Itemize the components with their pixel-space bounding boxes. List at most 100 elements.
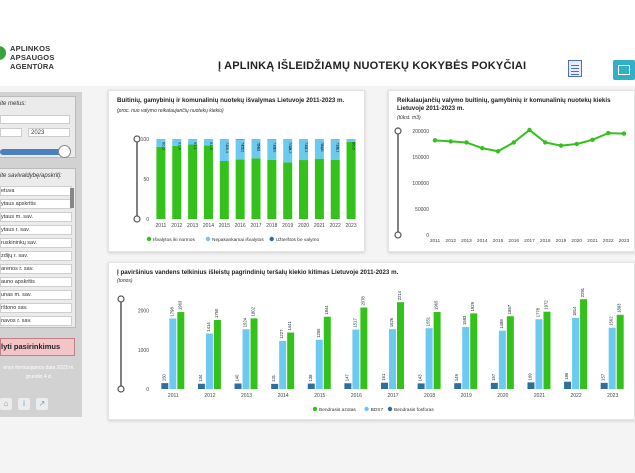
chart1-ytick-label: 100 <box>141 137 150 143</box>
chart1-data-label: 24,1 <box>257 144 262 153</box>
chart3-bar <box>498 330 506 389</box>
chart2-data-point <box>558 143 564 148</box>
region-list-scrollbar[interactable] <box>70 188 74 208</box>
chart2-data-point <box>480 145 485 151</box>
chart1-range-slider-bottom-handle <box>133 215 141 223</box>
chart1-bar-segment <box>188 144 198 219</box>
chart3-bar <box>580 299 588 389</box>
reset-selection-button[interactable]: lyti pasirinkimus <box>0 338 75 356</box>
year-from-input[interactable] <box>0 128 22 137</box>
logo-line-1: APLINKOS <box>10 44 51 53</box>
year-filter-box: ite metus: 2023 <box>0 96 76 158</box>
chart2-series-line <box>434 128 625 153</box>
chart2-title: Reikalaujančių valymo buitinių, gamybini… <box>397 97 611 112</box>
chart3-bar <box>344 383 352 389</box>
chart3-bar <box>323 316 331 389</box>
region-item[interactable]: navos r. sav. <box>0 316 72 326</box>
chart1-bar-segment <box>156 146 166 219</box>
chart3-bar <box>433 311 441 389</box>
region-item[interactable]: ruskininkų sav. <box>0 238 72 248</box>
year-slider-track[interactable] <box>0 149 66 155</box>
share-icon[interactable]: ↗ <box>36 398 48 410</box>
chart1-title: Buitinių, gamybinių ir komunalinių nuote… <box>117 97 345 104</box>
chart3-xtick-label: 2021 <box>534 393 545 399</box>
chart1-data-label: 26,3 <box>304 145 309 154</box>
chart1-bar-segment <box>172 145 182 219</box>
chart3-bar <box>572 317 580 389</box>
logo-mark-icon <box>0 46 6 60</box>
chart1-bar-segment <box>330 139 340 160</box>
chart3-bar <box>271 383 279 389</box>
chart2-ytick-label: 150000 <box>412 155 429 161</box>
chart3-data-label: 186 <box>564 372 569 380</box>
region-item[interactable]: ytaus apskritis <box>0 199 72 209</box>
chart1-bar-segment <box>299 160 309 219</box>
region-item[interactable]: arenos r. sav. <box>0 264 72 274</box>
chart3-data-label: 1778 <box>535 307 540 317</box>
chart1-xtick-label: 2012 <box>171 223 182 229</box>
chart2-xtick-label: 2011 <box>430 238 441 244</box>
chart3-data-label: 2078 <box>360 296 365 306</box>
chart3-data-label: 1857 <box>507 304 512 314</box>
year-to-input[interactable]: 2023 <box>28 128 70 137</box>
chart2-range-slider-bottom-handle <box>394 231 402 239</box>
fullscreen-icon[interactable] <box>613 60 635 80</box>
chart3-bar <box>177 312 185 389</box>
chart3-data-label: 1972 <box>543 300 548 310</box>
region-item[interactable]: unas m. sav. <box>0 290 72 300</box>
chart1-data-label: 70,8 <box>288 142 293 151</box>
chart1-xtick-label: 2021 <box>314 223 325 229</box>
document-icon[interactable] <box>568 60 582 77</box>
chart3-bar <box>234 383 242 389</box>
chart2-data-point <box>527 127 532 133</box>
region-item[interactable]: ytaus r. sav. <box>0 225 72 235</box>
chart1-bar-segment <box>267 159 277 219</box>
region-filter-label: ite savivaldybę/apskritį: <box>0 173 62 179</box>
chart1-bar-segment <box>203 139 213 146</box>
chart3-data-label: 1965 <box>434 300 439 310</box>
chart3-legend-label: Bendrasis fosforas <box>394 407 434 413</box>
chart1-data-label: 24,6 <box>320 144 325 153</box>
chart3-xtick-label: 2022 <box>571 393 582 399</box>
chart2-data-point <box>464 140 469 145</box>
chart2-data-point <box>621 131 627 136</box>
chart3-ytick-label: 2000 <box>138 309 149 315</box>
chart3-bar <box>242 329 250 389</box>
region-item[interactable]: zdijų r. sav. <box>0 251 72 261</box>
chart3-xtick-label: 2013 <box>241 393 252 399</box>
chart2-data-point <box>606 130 611 136</box>
region-item[interactable]: etuva <box>0 186 72 196</box>
region-list: etuva ytaus apskritis ytaus m. sav. ytau… <box>0 186 72 330</box>
chart1-bar-segment <box>346 141 356 219</box>
chart1-legend-swatch <box>146 236 152 242</box>
chart2-ytick-label: 0 <box>426 233 429 239</box>
region-item[interactable]: rštono sav. <box>0 303 72 313</box>
chart3-bar <box>397 302 404 389</box>
chart1-ytick-label: 50 <box>143 177 149 183</box>
chart3-legend-label: BDS7 <box>371 407 384 413</box>
chart1-data-label: 91,8 <box>209 142 214 151</box>
region-filter-box: ite savivaldybę/apskritį: etuva ytaus ap… <box>0 168 76 328</box>
chart1-data-label: 75,4 <box>320 142 325 151</box>
chart3-bar <box>462 326 470 389</box>
chart3-data-label: 1798 <box>169 307 174 317</box>
home-icon[interactable]: ⌂ <box>0 398 12 410</box>
chart1-bar-segment <box>219 161 229 219</box>
chart3-legend-swatch <box>312 406 318 412</box>
chart3-bar <box>352 329 360 389</box>
chart3-bar <box>250 318 258 389</box>
info-icon[interactable]: i <box>18 398 30 410</box>
chart3-data-label: 1893 <box>617 303 622 313</box>
year-slider-handle[interactable] <box>58 145 71 158</box>
chart3-data-label: 161 <box>381 373 386 381</box>
region-item[interactable]: ytaus m. sav. <box>0 212 72 222</box>
chart2-data-point <box>590 137 595 143</box>
region-item[interactable]: auno apskritis <box>0 277 72 287</box>
chart2-ytick-label: 200000 <box>412 129 429 135</box>
chart3-bar <box>287 332 295 389</box>
chart3-bar <box>527 382 535 389</box>
chart2-xtick-label: 2022 <box>603 238 614 244</box>
chart1-data-label: 73,8 <box>272 142 277 151</box>
chart1-bar-segment <box>219 139 229 161</box>
year-filter-header-field[interactable] <box>0 115 70 124</box>
